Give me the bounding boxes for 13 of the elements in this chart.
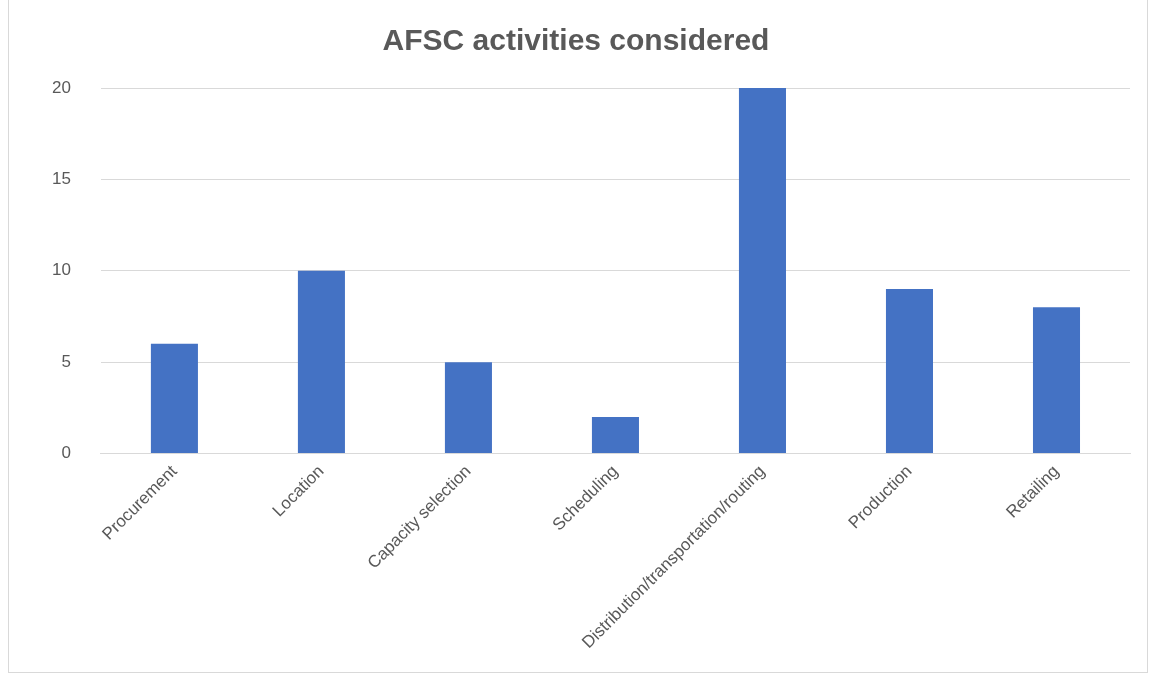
bar (150, 343, 198, 454)
chart-title: AFSC activities considered (382, 23, 770, 57)
bar (1032, 307, 1081, 454)
bar (444, 362, 492, 454)
y-tick-label: 5 (61, 351, 71, 371)
bar (297, 270, 345, 454)
y-tick-label: 10 (51, 260, 71, 280)
y-tick-label: 20 (51, 77, 71, 97)
bar (885, 289, 933, 454)
bar (738, 88, 786, 454)
y-tick-label: 15 (51, 169, 71, 189)
y-tick-label: 0 (61, 443, 71, 463)
bar (591, 416, 639, 454)
